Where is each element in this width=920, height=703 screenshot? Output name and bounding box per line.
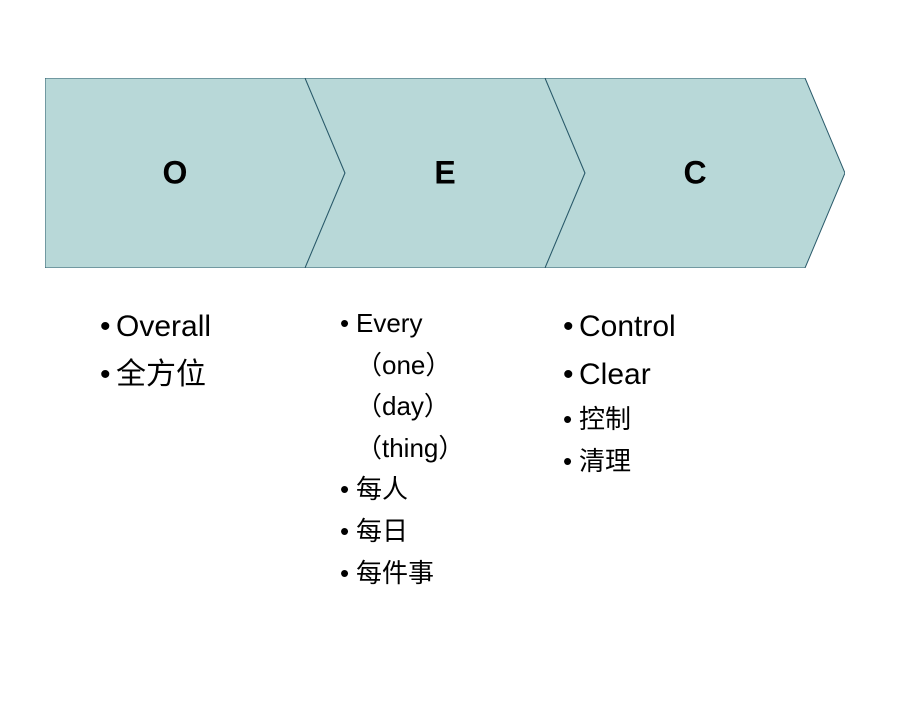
bullet-list: Control Clear 控制清理 <box>563 303 743 482</box>
column-e: Every （one）（day）（thing） 每人每日每件事 <box>340 303 520 594</box>
content-row: Overall 全方位 Every （one）（day）（thing） 每人每日每件事 C… <box>45 303 845 703</box>
chevron-c: C <box>545 78 845 268</box>
chevron-label-c: C <box>545 155 845 192</box>
bullet-item: Control <box>563 303 743 351</box>
bullet-text: 控制 <box>579 404 631 434</box>
bullet-item: Clear <box>563 351 743 399</box>
bullet-text: 全方位 <box>116 358 206 391</box>
bullet-item: Every <box>340 303 520 345</box>
bullet-text: Every <box>356 308 422 338</box>
sub-line: （one） <box>340 345 520 387</box>
chevron-o: O <box>45 78 345 268</box>
column-c: Control Clear 控制清理 <box>563 303 743 482</box>
column-o: Overall 全方位 <box>100 303 300 399</box>
bullet-item: 每人 <box>340 469 520 511</box>
bullet-item: 清理 <box>563 441 743 483</box>
bullet-text: 每件事 <box>356 558 434 588</box>
bullet-text: Clear <box>579 358 651 391</box>
bullet-text: 清理 <box>579 446 631 476</box>
oec-diagram: O E C Overall 全方位 Every （one）（day）（thing） 每人… <box>45 78 845 703</box>
sub-line: （day） <box>340 386 520 428</box>
chevron-label-o: O <box>45 155 345 192</box>
bullet-item: 控制 <box>563 399 743 441</box>
chevron-label-e: E <box>305 155 585 192</box>
sub-line: （thing） <box>340 428 520 470</box>
bullet-item: Overall <box>100 303 300 351</box>
bullet-item: 每日 <box>340 511 520 553</box>
bullet-list: Overall 全方位 <box>100 303 300 399</box>
chevron-e: E <box>305 78 585 268</box>
bullet-text: 每人 <box>356 474 408 504</box>
bullet-list: Every （one）（day）（thing） 每人每日每件事 <box>340 303 520 594</box>
bullet-text: Control <box>579 310 676 343</box>
bullet-item: 每件事 <box>340 553 520 595</box>
bullet-text: Overall <box>116 310 211 343</box>
bullet-item: 全方位 <box>100 351 300 399</box>
bullet-text: 每日 <box>356 516 408 546</box>
chevron-row: O E C <box>45 78 845 268</box>
